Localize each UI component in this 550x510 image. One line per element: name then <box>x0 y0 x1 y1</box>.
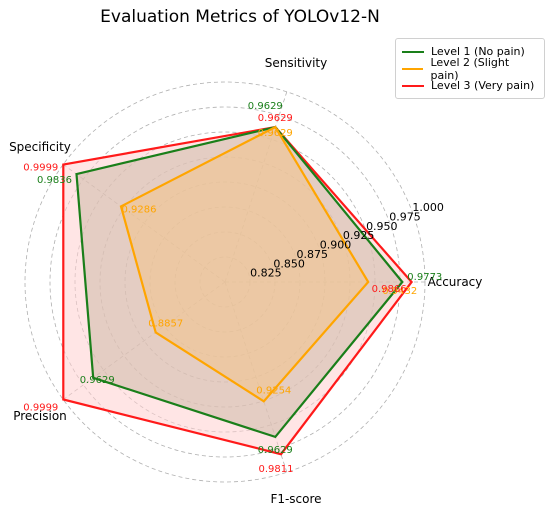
series-line-3 <box>62 125 414 456</box>
value-label: 0.9629 <box>258 128 293 139</box>
axis-label-sensitivity: Sensitivity <box>265 56 327 70</box>
value-label: 0.9836 <box>37 175 72 186</box>
series-fill-2 <box>121 127 369 402</box>
chart-title: Evaluation Metrics of YOLOv12-N <box>100 7 380 27</box>
value-label: 0.9629 <box>248 101 283 112</box>
value-label: 0.9254 <box>256 385 291 396</box>
value-label: 0.9773 <box>407 272 442 283</box>
r-tick-label: 1.000 <box>412 201 444 214</box>
value-label: 0.9432 <box>382 286 417 297</box>
r-tick-label: 0.875 <box>297 248 329 261</box>
series-line-2 <box>119 125 370 403</box>
r-tick-label: 0.900 <box>320 239 352 252</box>
series-line-1 <box>75 125 404 439</box>
r-tick-label: 0.975 <box>389 210 421 223</box>
legend-swatch <box>402 50 424 53</box>
value-label: 0.9999 <box>23 403 58 414</box>
r-tick-label: 0.925 <box>343 229 375 242</box>
legend-label: Level 2 (Slight pain) <box>430 55 510 82</box>
value-label: 0.8857 <box>148 318 183 329</box>
legend: Level 1 (No pain) Level 2 (Slight pain) Le… <box>395 38 545 99</box>
value-label: 0.9629 <box>80 375 115 386</box>
value-label: 0.9999 <box>23 163 58 174</box>
value-label: 0.9629 <box>258 445 293 456</box>
value-label: 0.9866 <box>372 284 407 295</box>
value-labels: 0.97730.96290.98360.96290.96290.94320.96… <box>23 101 442 475</box>
axis-label-specificity: Specificity <box>9 140 71 154</box>
legend-label: Level 1 (No pain) <box>431 45 525 58</box>
legend-label: Level 3 (Very pain) <box>431 79 535 92</box>
value-label: 0.9811 <box>259 464 294 475</box>
r-tick-label: 0.850 <box>273 257 305 270</box>
value-label: 0.9629 <box>258 113 293 124</box>
axis-labels: Accuracy Sensitivity Specificity Precision F… <box>9 56 482 506</box>
r-tick-label: 0.825 <box>250 267 282 280</box>
legend-item-3: Level 3 (Very pain) <box>402 77 538 94</box>
legend-item-1: Level 1 (No pain) <box>402 43 538 60</box>
legend-item-2: Level 2 (Slight pain) <box>402 56 538 82</box>
axis-label-f1-score: F1-score <box>270 492 321 506</box>
r-tick-label: 0.950 <box>366 220 398 233</box>
axis-label-precision: Precision <box>13 409 67 423</box>
value-label: 0.9286 <box>122 204 157 215</box>
legend-swatch <box>402 67 424 70</box>
legend-swatch <box>402 84 424 87</box>
series-lines <box>62 125 414 456</box>
axis-label-accuracy: Accuracy <box>428 275 483 289</box>
